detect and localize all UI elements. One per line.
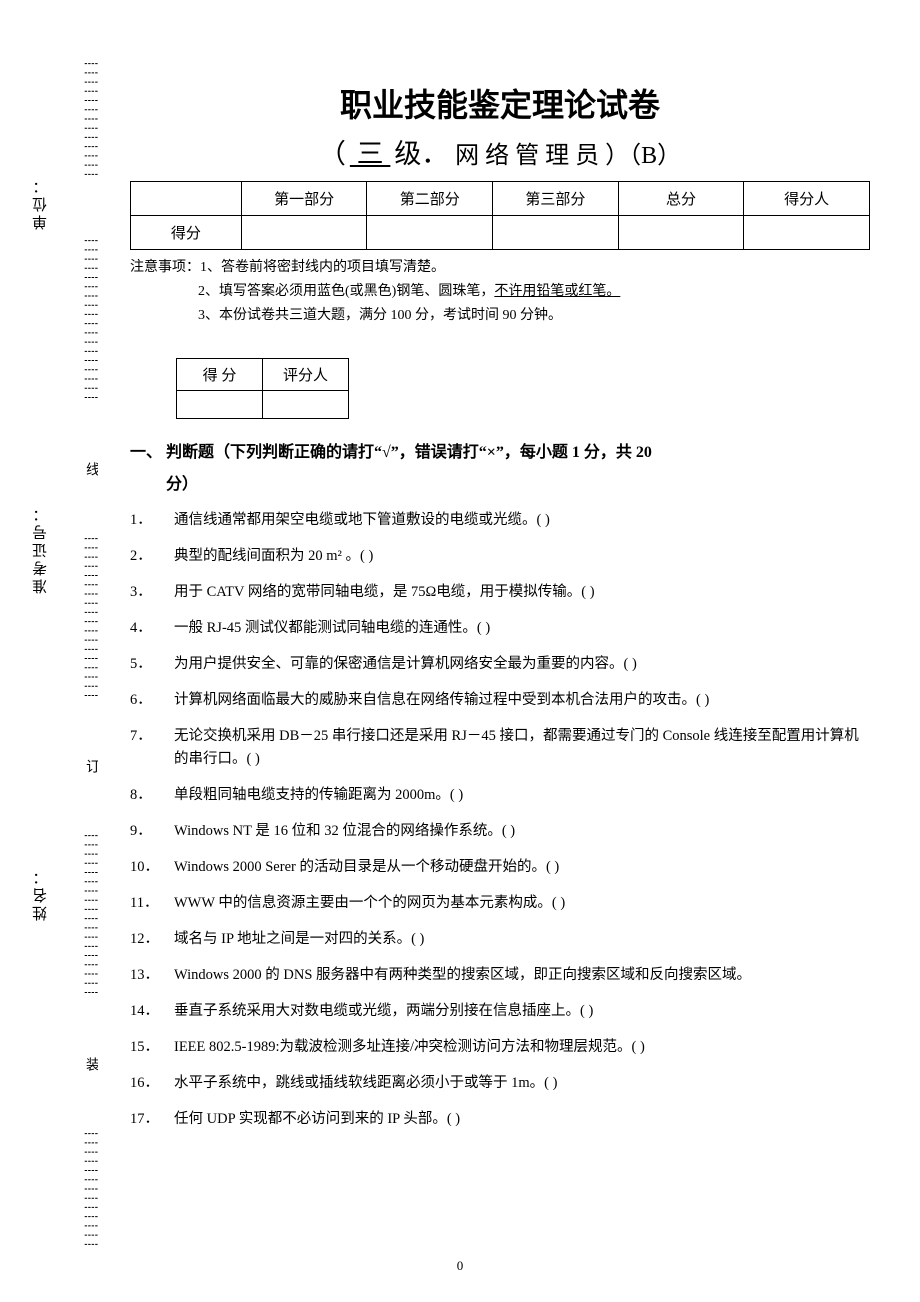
question-item: 通信线通常都用架空电缆或地下管道敷设的电缆或光缆。( ) xyxy=(130,509,870,532)
question-item: WWW 中的信息资源主要由一个个的网页为基本元素构成。( ) xyxy=(130,892,870,915)
page-number: 0 xyxy=(0,1258,920,1274)
name-label: 姓名： xyxy=(30,867,51,921)
question-item: 典型的配线间面积为 20 m² 。( ) xyxy=(130,545,870,568)
question-list: 通信线通常都用架空电缆或地下管道敷设的电缆或光缆。( ) 典型的配线间面积为 2… xyxy=(130,509,870,1131)
question-item: 垂直子系统采用大对数电缆或光缆，两端分别接在信息插座上。( ) xyxy=(130,1000,870,1023)
mini-score-label: 得 分 xyxy=(177,359,263,391)
exam-page: 职业技能鉴定理论试卷 （ 三 级． 网 络 管 理 员 ）（B） 第一部分 第二… xyxy=(130,80,870,1144)
exam-id-label: 准考证号： xyxy=(30,504,51,594)
mini-grader-label: 评分人 xyxy=(263,359,349,391)
question-item: 单段粗同轴电缆支持的传输距离为 2000m。( ) xyxy=(130,784,870,807)
section-score-table: 得 分 评分人 xyxy=(176,358,349,419)
question-item: 域名与 IP 地址之间是一对四的关系。( ) xyxy=(130,928,870,951)
exam-title: 职业技能鉴定理论试卷 xyxy=(130,80,870,126)
question-item: 一般 RJ-45 测试仪都能测试同轴电缆的连通性。( ) xyxy=(130,617,870,640)
score-col-2: 第二部分 xyxy=(367,182,493,216)
question-item: 任何 UDP 实现都不必访问到来的 IP 头部。( ) xyxy=(130,1108,870,1131)
score-col-grader: 得分人 xyxy=(744,182,870,216)
unit-label: 单位： xyxy=(30,176,51,230)
score-col-3: 第三部分 xyxy=(493,182,619,216)
score-row-label: 得分 xyxy=(131,216,242,250)
exam-subtitle: （ 三 级． 网 络 管 理 员 ）（B） xyxy=(130,132,870,171)
question-item: Windows NT 是 16 位和 32 位混合的网络操作系统。( ) xyxy=(130,820,870,843)
score-col-1: 第一部分 xyxy=(241,182,367,216)
binding-dotted-line: ┊┊┊┊┊┊┊┊┊┊┊┊┊ ┊┊┊┊┊┊┊┊┊┊┊┊┊┊┊┊┊┊ 线 ┊┊┊┊┊… xyxy=(84,60,98,1250)
zhuang-char: 装 xyxy=(84,1055,98,1073)
question-item: IEEE 802.5-1989:为载波检测多址连接/冲突检测访问方法和物理层规范… xyxy=(130,1036,870,1059)
question-item: Windows 2000 Serer 的活动目录是从一个移动硬盘开始的。( ) xyxy=(130,856,870,879)
binding-labels: 单位： 准考证号： 姓名： xyxy=(30,60,51,1240)
question-item: 水平子系统中，跳线或插线软线距离必须小于或等于 1m。( ) xyxy=(130,1072,870,1095)
score-table: 第一部分 第二部分 第三部分 总分 得分人 得分 xyxy=(130,181,870,250)
ding-char: 订 xyxy=(84,757,98,775)
question-item: 为用户提供安全、可靠的保密通信是计算机网络安全最为重要的内容。( ) xyxy=(130,653,870,676)
score-col-total: 总分 xyxy=(618,182,744,216)
question-item: 计算机网络面临最大的威胁来自信息在网络传输过程中受到本机合法用户的攻击。( ) xyxy=(130,689,870,712)
question-item: 无论交换机采用 DB－25 串行接口还是采用 RJ－45 接口，都需要通过专门的… xyxy=(130,725,870,771)
exam-notes: 注意事项：1、答卷前将密封线内的项目填写清楚。 2、填写答案必须用蓝色(或黑色)… xyxy=(130,256,870,328)
section-1-heading: 一、 判断题（下列判断正确的请打“√”，错误请打“×”，每小题 1 分，共 20… xyxy=(130,437,870,501)
question-item: 用于 CATV 网络的宽带同轴电缆，是 75Ω电缆，用于模拟传输。( ) xyxy=(130,581,870,604)
xian-char: 线 xyxy=(84,460,98,478)
question-item: Windows 2000 的 DNS 服务器中有两种类型的搜索区域，即正向搜索区… xyxy=(130,964,870,987)
